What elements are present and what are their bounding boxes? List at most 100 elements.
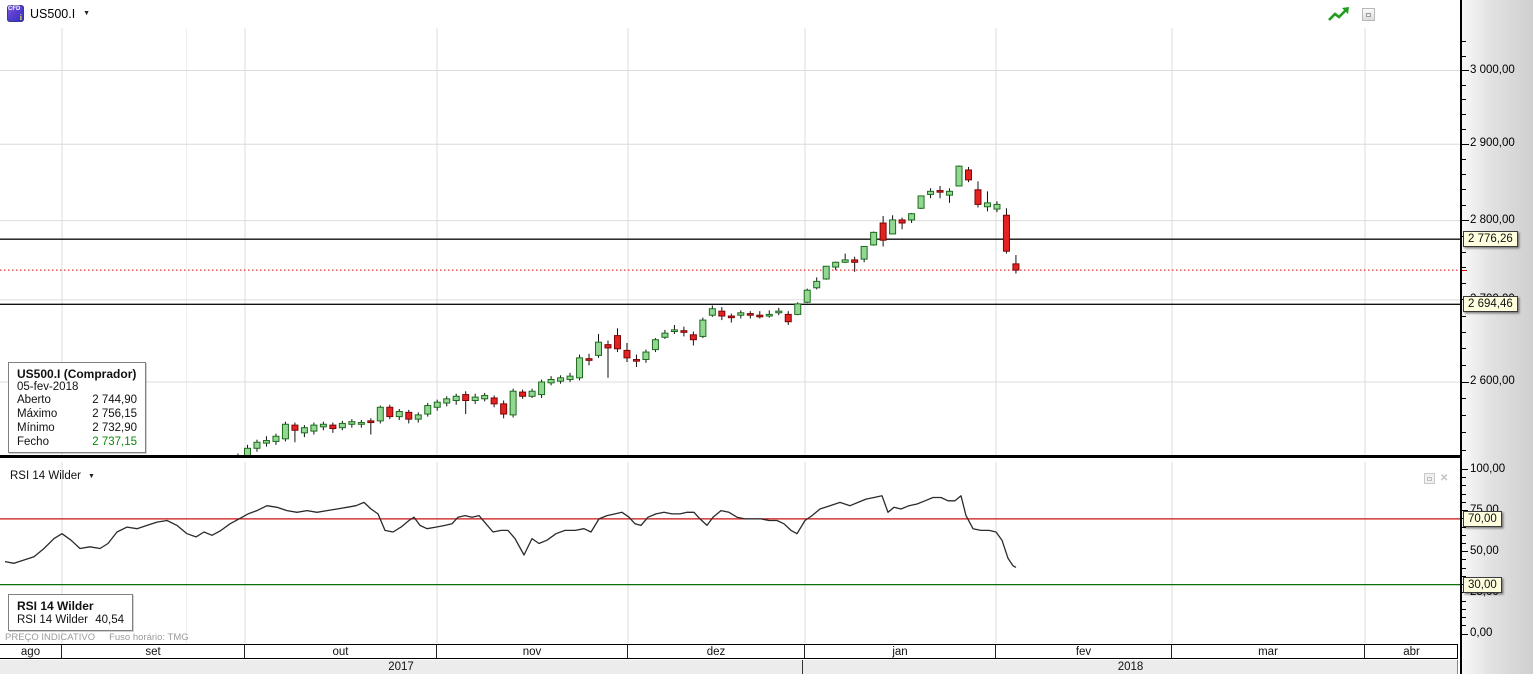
pane-separator[interactable] bbox=[0, 455, 1460, 458]
candle bbox=[661, 332, 669, 338]
rsi-line bbox=[4, 495, 1017, 568]
candle bbox=[395, 411, 403, 418]
axis-tick bbox=[1462, 315, 1466, 317]
axis-tick bbox=[1462, 432, 1466, 434]
trend-arrow-icon[interactable] bbox=[1328, 6, 1350, 23]
month-cell: jan bbox=[805, 645, 996, 658]
axis-tick bbox=[1462, 55, 1466, 57]
candle bbox=[272, 435, 280, 442]
axis-tick bbox=[1462, 501, 1466, 503]
instrument-label: US500.I bbox=[30, 6, 76, 21]
candle bbox=[300, 427, 308, 434]
candle bbox=[367, 420, 375, 424]
candle bbox=[964, 169, 972, 181]
axis-tick bbox=[1462, 220, 1469, 222]
candle bbox=[851, 259, 859, 263]
rsi-chart-pane[interactable] bbox=[0, 462, 1460, 644]
tooltip-row: Mínimo 2 732,90 bbox=[17, 422, 137, 434]
month-cell: ago bbox=[0, 645, 62, 658]
time-axis-years: 2017 2018 bbox=[0, 659, 1458, 674]
candle bbox=[613, 335, 621, 350]
price-axis[interactable]: 2 600,002 700,002 800,002 900,003 000,00… bbox=[1460, 0, 1533, 674]
candle bbox=[946, 190, 954, 196]
tooltip-row: Máximo 2 756,15 bbox=[17, 408, 137, 420]
candle bbox=[281, 423, 289, 440]
year-cell: 2017 bbox=[0, 659, 803, 674]
candle bbox=[424, 405, 432, 415]
candle bbox=[822, 265, 830, 280]
candle bbox=[462, 394, 470, 401]
candle bbox=[680, 330, 688, 333]
time-axis-months[interactable]: ago set out nov dez jan fev mar abr bbox=[0, 644, 1458, 659]
month-cell: dez bbox=[628, 645, 805, 658]
candle bbox=[936, 190, 944, 193]
chevron-down-icon: ▼ bbox=[87, 472, 95, 480]
price-tick-label: 2 600,00 bbox=[1470, 375, 1515, 387]
axis-tick bbox=[1462, 567, 1466, 569]
candle bbox=[262, 440, 270, 444]
rsi-restore-button[interactable] bbox=[1424, 473, 1435, 484]
axis-tick bbox=[1462, 398, 1466, 400]
candle bbox=[860, 245, 868, 260]
candle bbox=[870, 231, 878, 246]
axis-tick bbox=[1462, 348, 1466, 350]
candle bbox=[310, 424, 318, 432]
axis-tick bbox=[1462, 84, 1466, 86]
rsi-tick-label: 100,00 bbox=[1470, 462, 1506, 475]
candle bbox=[481, 394, 489, 400]
candle bbox=[651, 339, 659, 351]
month-cell: set bbox=[62, 645, 245, 658]
timezone-note: Fuso horário: TMG bbox=[109, 632, 189, 643]
month-cell: nov bbox=[437, 645, 628, 658]
candle bbox=[955, 165, 963, 187]
candle bbox=[538, 381, 546, 396]
axis-tick bbox=[1462, 608, 1466, 610]
axis-tick bbox=[1462, 204, 1466, 206]
axis-tick bbox=[1462, 485, 1466, 487]
grid-line-vertical bbox=[186, 0, 187, 658]
chart-settings-button[interactable] bbox=[1362, 8, 1375, 21]
tooltip-row: RSI 14 Wilder 40,54 bbox=[17, 614, 124, 626]
price-tick-label: 2 900,00 bbox=[1470, 137, 1515, 150]
candle bbox=[889, 219, 897, 235]
axis-tick bbox=[1462, 600, 1466, 602]
axis-tick bbox=[1462, 493, 1466, 495]
candle bbox=[414, 414, 422, 420]
axis-tick bbox=[1462, 158, 1466, 160]
axis-tick bbox=[1462, 449, 1466, 451]
axis-tick bbox=[1462, 526, 1466, 528]
chevron-down-icon: ▼ bbox=[83, 10, 91, 17]
price-chart-pane[interactable] bbox=[0, 28, 1460, 457]
axis-tick bbox=[1462, 41, 1466, 43]
candle bbox=[813, 280, 821, 289]
axis-tick bbox=[1462, 174, 1466, 176]
candle bbox=[642, 351, 650, 361]
axis-tick bbox=[1462, 283, 1466, 285]
month-cell: fev bbox=[996, 645, 1172, 658]
rsi-indicator-selector[interactable]: RSI 14 Wilder ▼ bbox=[10, 470, 95, 482]
rsi-oversold-label: 30,00 bbox=[1463, 576, 1502, 593]
axis-tick bbox=[1462, 469, 1468, 470]
rsi-tick-label: 0,00 bbox=[1470, 627, 1493, 639]
candle bbox=[348, 421, 356, 425]
axis-tick bbox=[1462, 331, 1466, 333]
candle bbox=[357, 422, 365, 425]
candle bbox=[1002, 214, 1010, 252]
candle bbox=[765, 313, 773, 317]
price-level-label[interactable]: 2 694,46 bbox=[1463, 296, 1518, 313]
candle bbox=[443, 398, 451, 404]
rsi-close-icon[interactable]: ✕ bbox=[1440, 473, 1449, 484]
axis-tick bbox=[1462, 617, 1466, 619]
candle bbox=[500, 403, 508, 415]
price-level-label[interactable]: 2 776,26 bbox=[1463, 231, 1518, 248]
axis-tick bbox=[1462, 70, 1469, 71]
candle bbox=[974, 189, 982, 205]
rsi-header-label: RSI 14 Wilder bbox=[10, 470, 81, 482]
candle bbox=[376, 406, 384, 422]
axis-tick bbox=[1462, 189, 1466, 191]
instrument-selector[interactable]: CFD i US500.I ▼ bbox=[7, 5, 90, 22]
axis-tick bbox=[1462, 477, 1466, 479]
rsi-tick-label: 50,00 bbox=[1470, 544, 1499, 557]
price-tick-label: 3 000,00 bbox=[1470, 63, 1515, 76]
candle bbox=[576, 357, 584, 379]
